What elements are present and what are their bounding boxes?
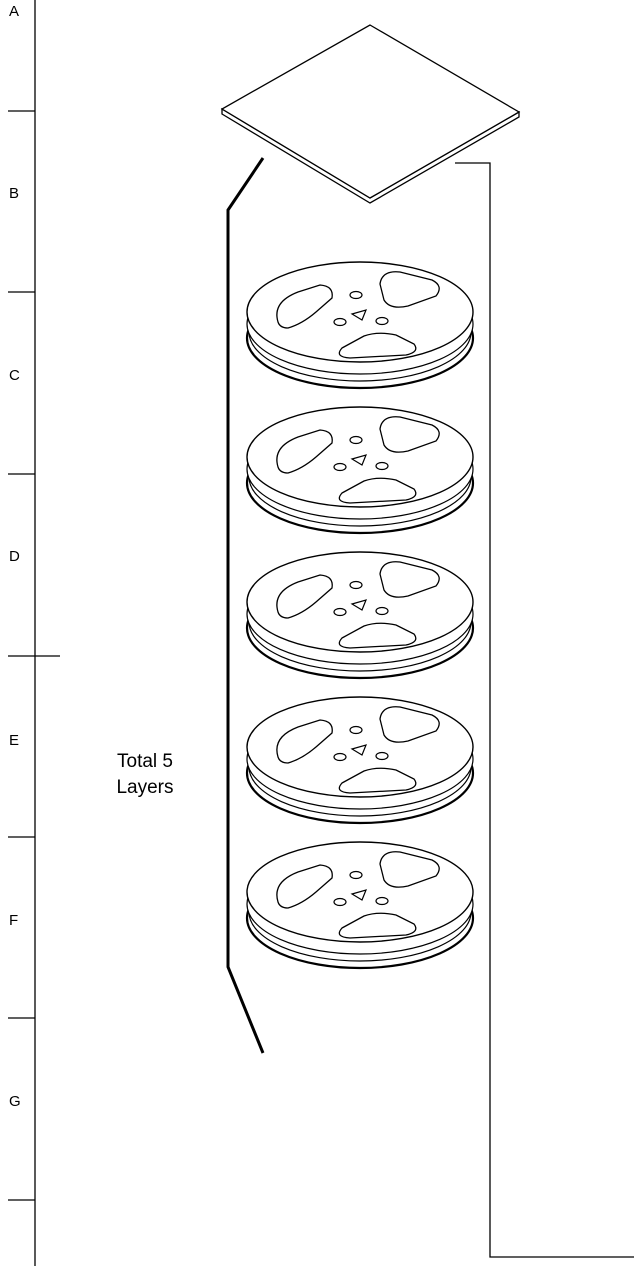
layer-note: Layers (116, 777, 173, 798)
ruler-label: A (9, 3, 19, 20)
ruler-label: E (9, 732, 19, 749)
reel (245, 550, 475, 680)
ruler: A B C D E F G (8, 0, 60, 1266)
reel (245, 840, 475, 970)
ruler-label: G (9, 1093, 21, 1110)
reel (245, 695, 475, 825)
layer-bracket (226, 157, 265, 1054)
reel (245, 405, 475, 535)
cover-sheet (220, 24, 521, 204)
reel (245, 260, 475, 390)
layer-note: Total 5 (117, 751, 173, 772)
ruler-label: C (9, 367, 20, 384)
ruler-label: B (9, 185, 19, 202)
ruler-label: D (9, 548, 20, 565)
right-line (455, 162, 634, 1258)
ruler-label: F (9, 912, 18, 929)
